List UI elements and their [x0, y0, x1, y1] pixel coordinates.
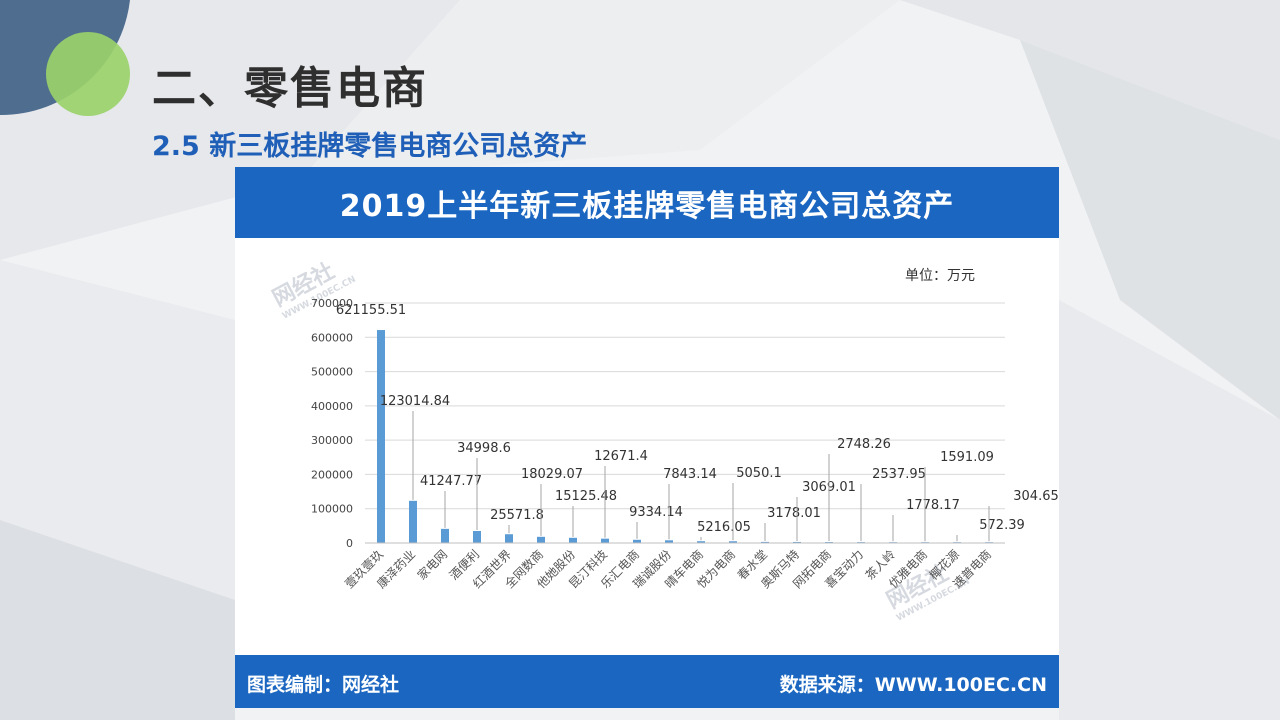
slide-title: 二、零售电商 [152, 63, 428, 114]
data-label: 9334.14 [629, 505, 683, 520]
y-tick-label: 0 [346, 537, 353, 550]
data-label: 25571.8 [490, 508, 544, 523]
green-circle-decoration [46, 32, 130, 116]
footer-credit: 图表编制：网经社 [247, 674, 400, 696]
y-tick-label: 300000 [311, 434, 353, 447]
y-tick-label: 200000 [311, 468, 353, 481]
bar-10 [665, 540, 673, 543]
y-tick-label: 700000 [311, 297, 353, 310]
data-label: 304.65 [1013, 489, 1059, 504]
bar-14 [793, 541, 801, 543]
bar-3 [441, 528, 449, 543]
y-tick-label: 500000 [311, 366, 353, 379]
bar-8 [601, 538, 609, 543]
unit-label: 单位：万元 [905, 268, 975, 284]
data-label: 18029.07 [521, 467, 583, 482]
data-label: 41247.77 [420, 474, 482, 489]
data-label: 12671.4 [594, 449, 648, 464]
slide-subtitle: 2.5 新三板挂牌零售电商公司总资产 [152, 131, 588, 162]
data-label: 3178.01 [767, 506, 821, 521]
data-label: 1778.17 [906, 498, 960, 513]
data-label: 2748.26 [837, 437, 891, 452]
bar-chart: 0 100000 200000 300000 400000 500000 600000 700… [311, 297, 1059, 591]
x-tick-label: 家电网 [414, 547, 450, 583]
bar-5 [505, 534, 513, 543]
data-label: 7843.14 [663, 467, 717, 482]
data-label: 1591.09 [940, 450, 994, 465]
data-label: 34998.6 [457, 441, 511, 456]
bar-1 [377, 330, 385, 543]
bar-13 [761, 541, 769, 543]
y-tick-label: 600000 [311, 331, 353, 344]
data-label: 572.39 [979, 518, 1025, 533]
bar-12 [729, 541, 737, 543]
data-label: 621155.51 [336, 303, 406, 318]
bar-4 [473, 531, 481, 543]
footer-source: 数据来源：WWW.100EC.CN [779, 674, 1047, 696]
bar-7 [569, 537, 577, 543]
chart-title: 2019上半年新三板挂牌零售电商公司总资产 [235, 167, 1059, 238]
data-label: 5216.05 [697, 520, 751, 535]
bar-6 [537, 536, 545, 543]
y-tick-label: 100000 [311, 503, 353, 516]
data-label: 15125.48 [555, 489, 617, 504]
chart-footer: 图表编制：网经社 数据来源：WWW.100EC.CN [235, 655, 1059, 708]
bar-2 [409, 500, 417, 543]
data-label: 2537.95 [872, 467, 926, 482]
y-tick-label: 400000 [311, 400, 353, 413]
bar-11 [697, 541, 705, 543]
data-label: 123014.84 [380, 394, 450, 409]
chart-card: 2019上半年新三板挂牌零售电商公司总资产 单位：万元 网经社 WWW.100E… [235, 167, 1059, 708]
data-label: 5050.1 [736, 466, 782, 481]
bar-9 [633, 539, 641, 543]
